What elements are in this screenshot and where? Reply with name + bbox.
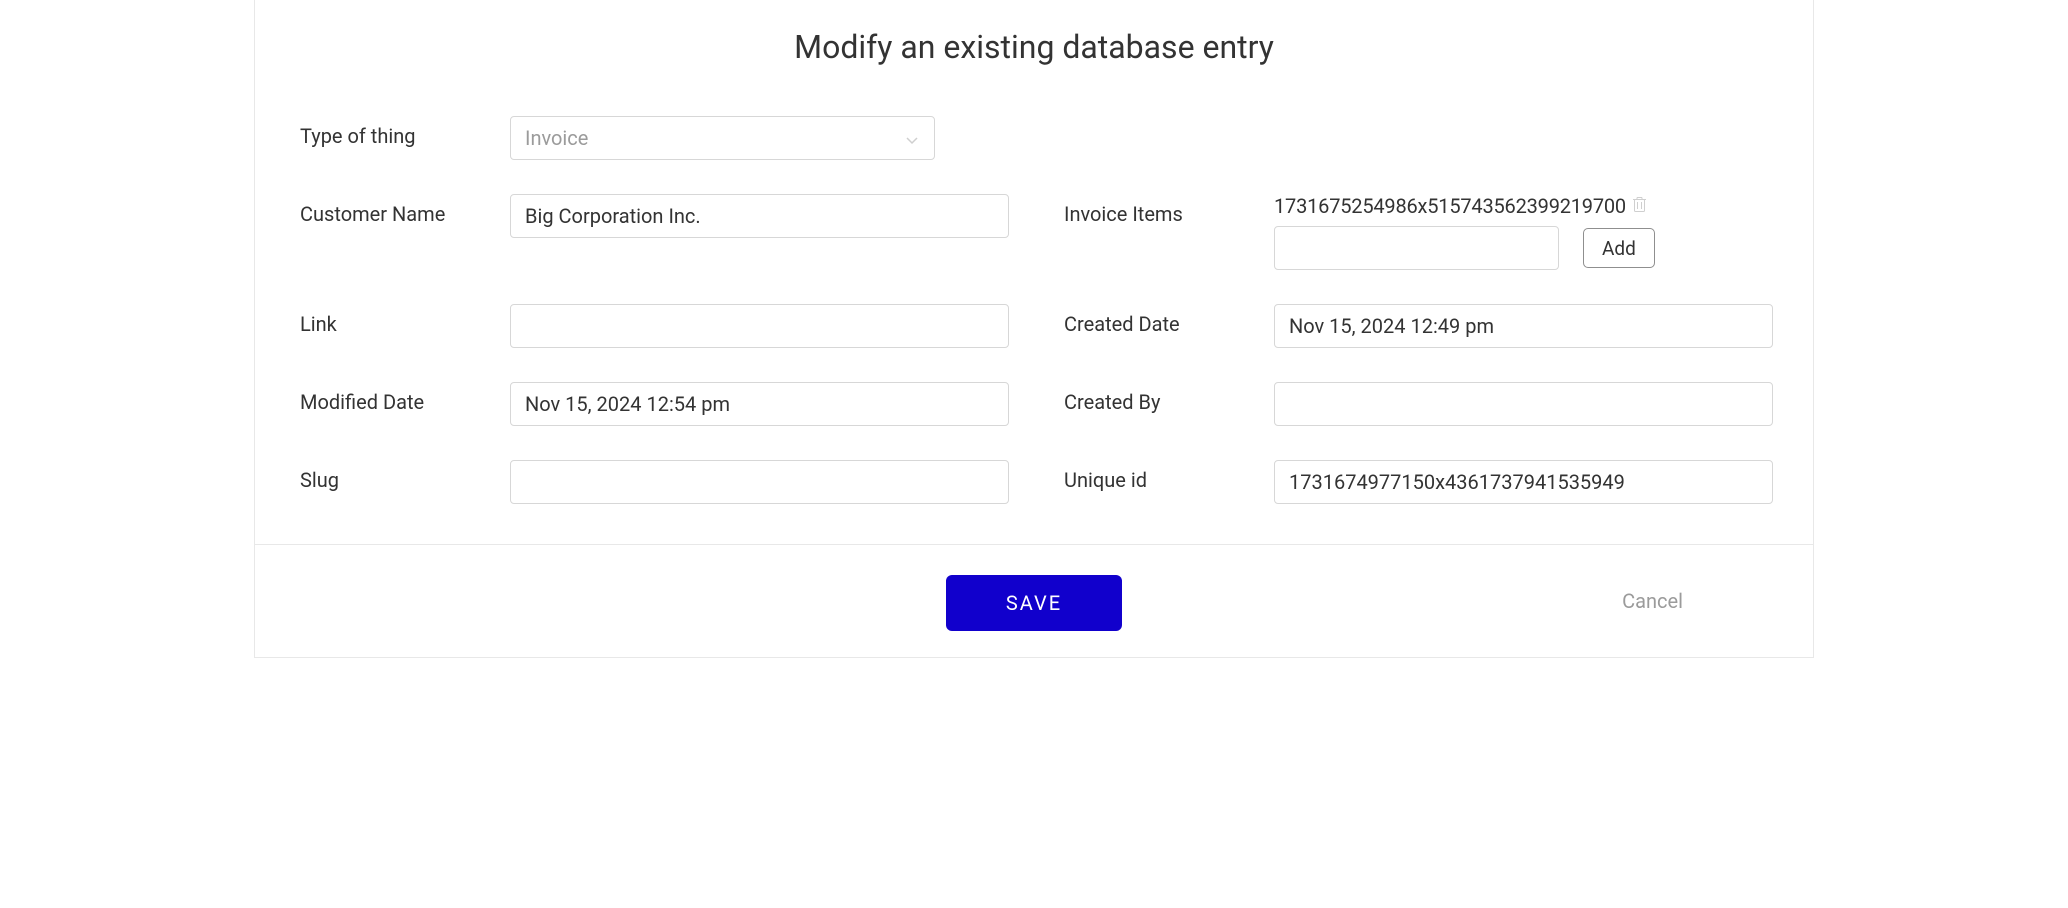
created-date-label: Created Date [1064, 304, 1274, 336]
invoice-item-add-row: Add [1274, 226, 1773, 270]
form-grid: Customer Name Invoice Items 173167525498… [300, 194, 1773, 504]
trash-icon[interactable] [1632, 196, 1647, 217]
invoice-item-row: 1731675254986x515743562399219700 [1274, 194, 1773, 218]
link-input[interactable] [510, 304, 1009, 348]
cancel-button[interactable]: Cancel [1622, 589, 1683, 613]
modified-date-input[interactable] [510, 382, 1009, 426]
created-by-label: Created By [1064, 382, 1274, 414]
customer-name-input[interactable] [510, 194, 1009, 238]
add-button[interactable]: Add [1583, 228, 1655, 268]
invoice-item-id: 1731675254986x515743562399219700 [1274, 194, 1626, 218]
field-modified-date: Modified Date [300, 382, 1009, 426]
invoice-item-add-input[interactable] [1274, 226, 1559, 270]
slug-input[interactable] [510, 460, 1009, 504]
unique-id-label: Unique id [1064, 460, 1274, 492]
type-select-value: Invoice [525, 126, 588, 150]
field-invoice-items: Invoice Items 1731675254986x515743562399… [1064, 194, 1773, 270]
field-created-date: Created Date [1064, 304, 1773, 348]
edit-entry-modal: Modify an existing database entry Type o… [254, 0, 1814, 658]
invoice-items-cell: 1731675254986x515743562399219700 [1274, 194, 1773, 270]
unique-id-input[interactable] [1274, 460, 1773, 504]
invoice-items-label: Invoice Items [1064, 194, 1274, 226]
type-select[interactable]: Invoice [510, 116, 935, 160]
link-label: Link [300, 304, 510, 336]
created-date-input[interactable] [1274, 304, 1773, 348]
created-by-input[interactable] [1274, 382, 1773, 426]
modal-title: Modify an existing database entry [255, 0, 1813, 76]
field-type: Type of thing Invoice [300, 116, 935, 160]
slug-label: Slug [300, 460, 510, 492]
type-label: Type of thing [300, 116, 510, 148]
field-unique-id: Unique id [1064, 460, 1773, 504]
field-slug: Slug [300, 460, 1009, 504]
save-button[interactable]: SAVE [946, 575, 1122, 631]
field-link: Link [300, 304, 1009, 348]
field-created-by: Created By [1064, 382, 1773, 426]
customer-name-label: Customer Name [300, 194, 510, 226]
modal-footer: SAVE Cancel [255, 544, 1813, 657]
field-customer-name: Customer Name [300, 194, 1009, 270]
modified-date-label: Modified Date [300, 382, 510, 414]
modal-body: Type of thing Invoice Customer Name Invo… [255, 76, 1813, 544]
chevron-down-icon [906, 126, 918, 150]
